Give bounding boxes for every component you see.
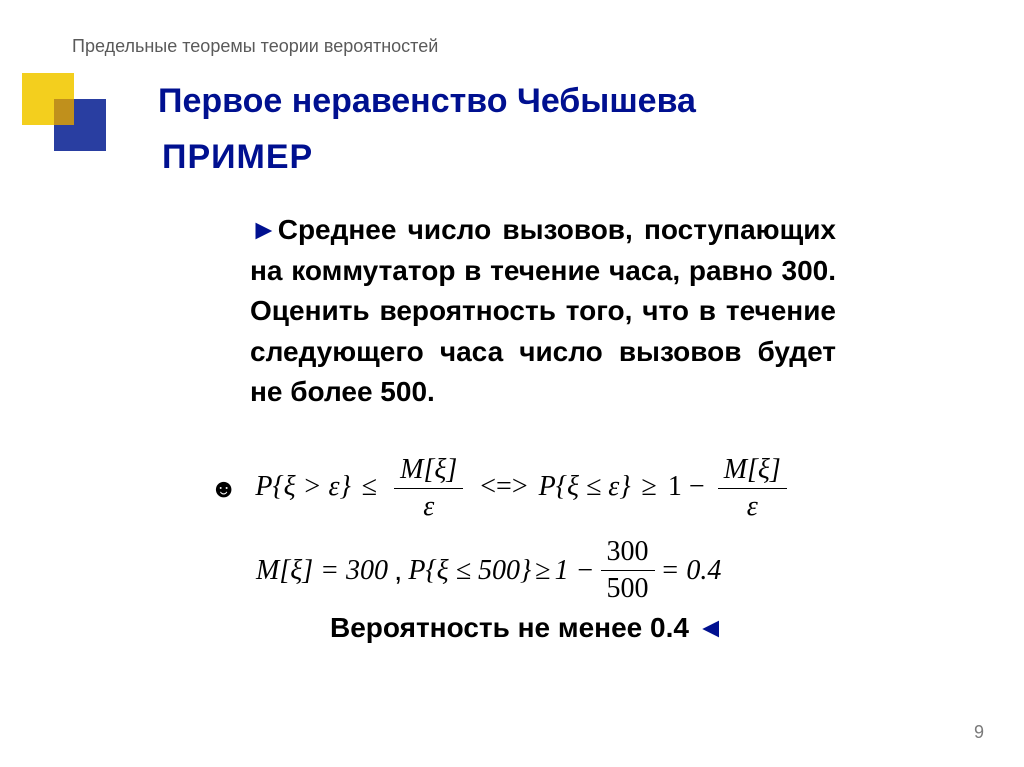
comma: , bbox=[388, 554, 408, 588]
slide: Предельные теоремы теории вероятностей П… bbox=[0, 0, 1024, 767]
start-marker-icon: ► bbox=[250, 214, 278, 245]
p-le-500: P{ξ ≤ 500} bbox=[408, 555, 531, 587]
frac1-den: ε bbox=[394, 489, 463, 523]
end-marker-icon: ◄ bbox=[697, 612, 725, 643]
decoration-overlap bbox=[54, 99, 74, 125]
geq-op-2: ≥ bbox=[531, 555, 554, 587]
equals-result: = 0.4 bbox=[661, 555, 722, 587]
p-gt-eps: P{ξ > ε} bbox=[255, 471, 350, 502]
formula-inequality: ☻ P{ξ > ε} ≤ M[ξ] ε <=> P{ξ ≤ ε} ≥ 1 − M… bbox=[210, 454, 860, 523]
page-subtitle: ПРИМЕР bbox=[162, 138, 313, 177]
formula-calculation: M[ξ] = 300 , P{ξ ≤ 500} ≥ 1 − 300 500 = … bbox=[256, 536, 896, 605]
problem-body: Среднее число вызовов, поступающих на ко… bbox=[250, 214, 836, 407]
frac1-num: M[ξ] bbox=[394, 454, 463, 489]
page-number: 9 bbox=[974, 722, 984, 743]
problem-text: ►Среднее число вызовов, поступающих на к… bbox=[250, 210, 836, 413]
one-minus-2: 1 − bbox=[555, 555, 595, 587]
frac3-num: 300 bbox=[601, 536, 655, 571]
frac-m-over-eps-2: M[ξ] ε bbox=[718, 454, 787, 523]
formula1-lhs-a: P{ξ > ε} ≤ M[ξ] ε <=> P{ξ ≤ ε} ≥ 1 − M[ξ… bbox=[255, 454, 792, 523]
geq-op: ≥ bbox=[638, 471, 661, 502]
frac-300-500: 300 500 bbox=[601, 536, 655, 605]
frac3-den: 500 bbox=[601, 571, 655, 605]
p-le-eps: P{ξ ≤ ε} bbox=[539, 471, 631, 502]
frac2-num: M[ξ] bbox=[718, 454, 787, 489]
page-title: Первое неравенство Чебышева bbox=[158, 82, 696, 121]
frac-m-over-eps-1: M[ξ] ε bbox=[394, 454, 463, 523]
bullet-icon: ☻ bbox=[210, 474, 237, 504]
frac2-den: ε bbox=[718, 489, 787, 523]
m-equals-300: M[ξ] = 300 bbox=[256, 555, 388, 587]
iff-op: <=> bbox=[476, 471, 531, 502]
conclusion-label: Вероятность не менее 0.4 bbox=[330, 612, 689, 643]
one-minus-1: 1 − bbox=[668, 471, 705, 502]
conclusion-text: Вероятность не менее 0.4 ◄ bbox=[330, 612, 724, 644]
breadcrumb: Предельные теоремы теории вероятностей bbox=[72, 36, 438, 57]
leq-op: ≤ bbox=[358, 471, 381, 502]
